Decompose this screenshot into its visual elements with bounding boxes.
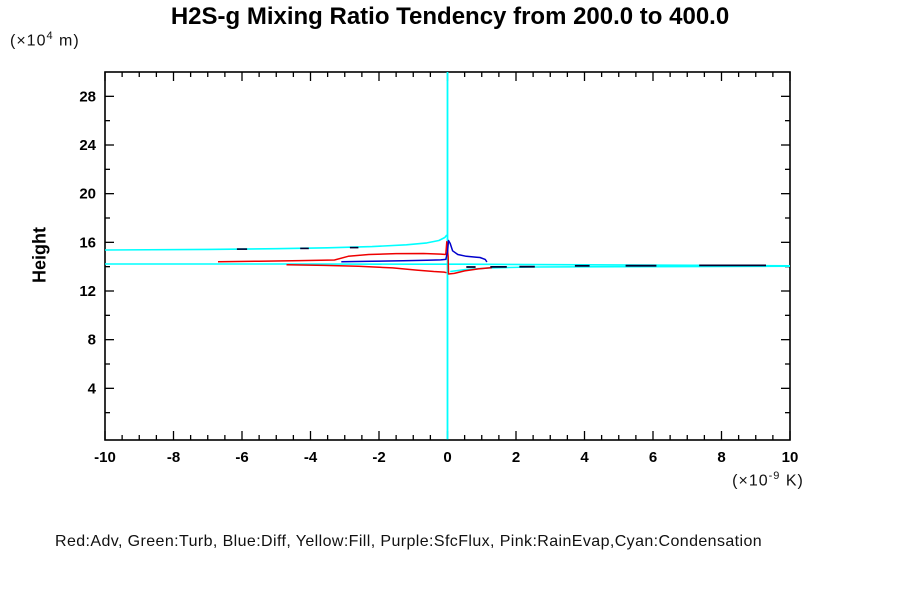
x-tick-label: 8 xyxy=(717,449,725,466)
y-tick-label: 4 xyxy=(88,380,97,397)
legend-caption: Red:Adv, Green:Turb, Blue:Diff, Yellow:F… xyxy=(55,533,763,550)
series-adv-lower-branch xyxy=(286,263,447,274)
y-tick-label: 28 xyxy=(79,88,96,105)
y-tick-label: 12 xyxy=(79,283,96,300)
y-tick-label: 20 xyxy=(79,186,96,203)
series-diff-spike xyxy=(341,239,488,263)
curves xyxy=(105,72,790,440)
x-unit-exponent: -9 xyxy=(768,470,781,482)
x-tick-label: 2 xyxy=(512,449,520,466)
y-tick-label: 24 xyxy=(79,137,96,154)
x-tick-label: -4 xyxy=(304,449,318,466)
x-tick-labels: -10 -8 -6 -4 -2 0 2 4 6 8 10 xyxy=(94,449,798,466)
y-unit-suffix: m) xyxy=(53,32,80,50)
x-tick-label: -6 xyxy=(235,449,248,466)
x-tick-label: 6 xyxy=(649,449,657,466)
y-tick-labels: 28 24 20 16 12 8 4 xyxy=(79,88,96,397)
x-tick-label: 10 xyxy=(782,449,799,466)
y-axis-unit-label: (×104 m) xyxy=(10,30,80,50)
y-unit-exponent: 4 xyxy=(46,30,54,42)
x-tick-label: 0 xyxy=(443,449,451,466)
y-tick-label: 16 xyxy=(79,234,96,251)
x-ticks xyxy=(104,72,791,440)
chart-title: H2S-g Mixing Ratio Tendency from 200.0 t… xyxy=(170,3,730,30)
x-unit-prefix: (×10 xyxy=(732,472,769,490)
x-tick-label: -10 xyxy=(94,449,116,466)
y-tick-label: 8 xyxy=(88,332,96,349)
x-tick-label: -8 xyxy=(167,449,180,466)
y-unit-prefix: (×10 xyxy=(10,32,47,50)
x-axis-unit-label: (×10-9 K) xyxy=(732,470,804,490)
x-tick-label: -2 xyxy=(372,449,385,466)
series-adv-upper-spike xyxy=(217,240,493,275)
series-condensation-upper-hook xyxy=(105,234,448,251)
x-unit-suffix: K) xyxy=(780,472,804,490)
x-tick-label: 4 xyxy=(580,449,589,466)
